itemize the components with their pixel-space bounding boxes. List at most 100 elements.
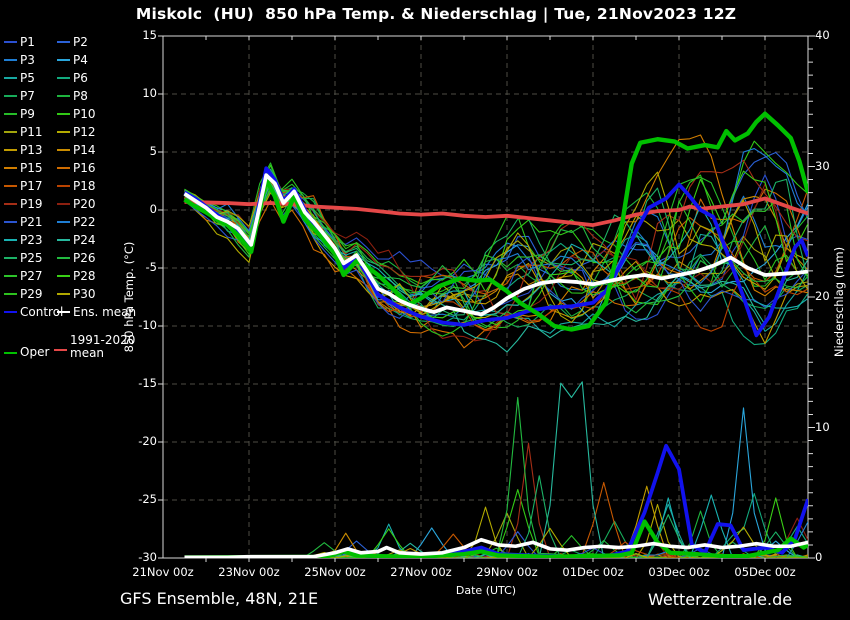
legend-swatch-p20 [57, 203, 70, 205]
y-left-tick--15: -15 [138, 376, 157, 390]
legend-label-p12: P12 [73, 124, 96, 139]
y-left-tick--5: -5 [145, 260, 157, 274]
legend-label-oper: Oper [20, 345, 50, 359]
legend-item-p9: P9 [4, 106, 35, 121]
legend-swatch-p22 [57, 221, 70, 223]
legend-swatch-oper [4, 351, 17, 354]
y-left-tick--30: -30 [138, 550, 157, 564]
legend-label-p4: P4 [73, 52, 88, 67]
legend-row: Oper 1991-2020 mean [4, 334, 136, 360]
x-tick-12: 03Dec 00z [648, 565, 710, 579]
legend-swatch-p5 [4, 77, 17, 79]
legend-swatch-p2 [57, 41, 70, 43]
legend-row: P3 P4 [4, 51, 136, 69]
legend-label-p5: P5 [20, 70, 35, 85]
legend-row: Control Ens. mean [4, 303, 136, 321]
x-tick-10: 01Dec 00z [562, 565, 624, 579]
x-tick-4: 25Nov 00z [304, 565, 366, 579]
legend-label-p16: P16 [73, 160, 96, 175]
legend-swatch-p17 [4, 185, 17, 187]
legend-row: P5 P6 [4, 69, 136, 87]
legend-label-p9: P9 [20, 106, 35, 121]
legend-item-p22: P22 [57, 214, 96, 229]
legend-row: P1 P2 [4, 33, 136, 51]
legend-item-p8: P8 [57, 89, 88, 103]
y-axis-label-temperature: 850 hPa Temp. (°C) [122, 241, 136, 353]
legend-label-p29: P29 [20, 286, 43, 301]
legend-swatch-p12 [57, 131, 70, 133]
legend-row: P27 P28 [4, 267, 136, 285]
legend-item-p11: P11 [4, 124, 43, 139]
legend-label-p21: P21 [20, 214, 43, 229]
legend-item-p16: P16 [57, 160, 96, 175]
legend-swatch-p1 [4, 41, 17, 43]
legend-item-p10: P10 [57, 106, 96, 121]
legend-label-p22: P22 [73, 214, 96, 229]
legend-item-p20: P20 [57, 196, 96, 211]
y-left-tick-10: 10 [142, 86, 157, 100]
legend-label-p19: P19 [20, 196, 43, 211]
legend-swatch-p9 [4, 113, 17, 115]
legend-row: P13 P14 [4, 141, 136, 159]
legend-item-p28: P28 [57, 269, 96, 283]
legend-label-p24: P24 [73, 232, 96, 247]
legend-label-p18: P18 [73, 178, 96, 193]
legend-swatch-p26 [57, 257, 70, 259]
legend-swatch-p6 [57, 77, 70, 79]
legend-item-ens-mean: Ens. mean [57, 305, 136, 319]
legend-item-p21: P21 [4, 214, 43, 229]
legend-label-p13: P13 [20, 142, 43, 157]
site-credit-text: Wetterzentrale.de [648, 590, 793, 609]
legend-label-p17: P17 [20, 178, 43, 193]
legend-item-p29: P29 [4, 286, 43, 301]
y-right-tick-30: 30 [815, 158, 830, 173]
legend-swatch-p16 [57, 167, 70, 169]
legend-label-p15: P15 [20, 160, 43, 175]
legend-label-p7: P7 [20, 88, 35, 103]
legend-item-p4: P4 [57, 52, 88, 67]
y-left-tick--25: -25 [138, 492, 157, 506]
legend-label-p25: P25 [20, 250, 43, 265]
legend-swatch-p10 [57, 113, 70, 115]
legend-swatch-control [4, 311, 17, 313]
legend-swatch-p23 [4, 239, 17, 241]
legend-row: P23 P24 [4, 231, 136, 249]
legend-label-p1: P1 [20, 34, 35, 49]
y-right-tick-20: 20 [815, 289, 830, 303]
x-tick-14: 05Dec 00z [734, 565, 796, 579]
legend-swatch-p19 [4, 203, 17, 205]
legend-row: P21 P22 [4, 213, 136, 231]
legend-swatch-p11 [4, 131, 17, 133]
legend-swatch-p18 [57, 185, 70, 187]
legend-row: P19 P20 [4, 195, 136, 213]
legend-label-p20: P20 [73, 196, 96, 211]
legend-item-p5: P5 [4, 70, 35, 85]
y-left-tick--10: -10 [138, 318, 157, 332]
legend-row: P25 P26 [4, 249, 136, 267]
legend-item-p30: P30 [57, 287, 96, 301]
legend-swatch-p7 [4, 95, 17, 97]
legend-label-p10: P10 [73, 106, 96, 121]
legend-item-control: Control [4, 304, 64, 319]
legend-swatch-p15 [4, 167, 17, 169]
legend-row: P7 P8 [4, 87, 136, 105]
legend-label-control: Control [20, 304, 64, 319]
y-axis-label-precipitation: Niederschlag (mm) [832, 246, 846, 358]
legend-swatch-ens-mean [57, 311, 70, 313]
legend-swatch-p3 [4, 59, 17, 61]
y-right-tick-10: 10 [815, 419, 830, 434]
y-left-tick-15: 15 [142, 28, 157, 42]
legend-item-p23: P23 [4, 232, 43, 247]
legend-swatch-p21 [4, 221, 17, 223]
legend-swatch-climate-mean [54, 349, 67, 351]
legend-row: P9 P10 [4, 105, 136, 123]
legend-label-p6: P6 [73, 70, 88, 85]
legend-item-p3: P3 [4, 53, 35, 67]
legend-swatch-p24 [57, 239, 70, 241]
legend-label-p11: P11 [20, 124, 43, 139]
x-tick-8: 29Nov 00z [476, 565, 538, 579]
legend-label-p23: P23 [20, 232, 43, 247]
legend-label-p14: P14 [73, 142, 96, 157]
legend-swatch-p4 [57, 59, 70, 61]
